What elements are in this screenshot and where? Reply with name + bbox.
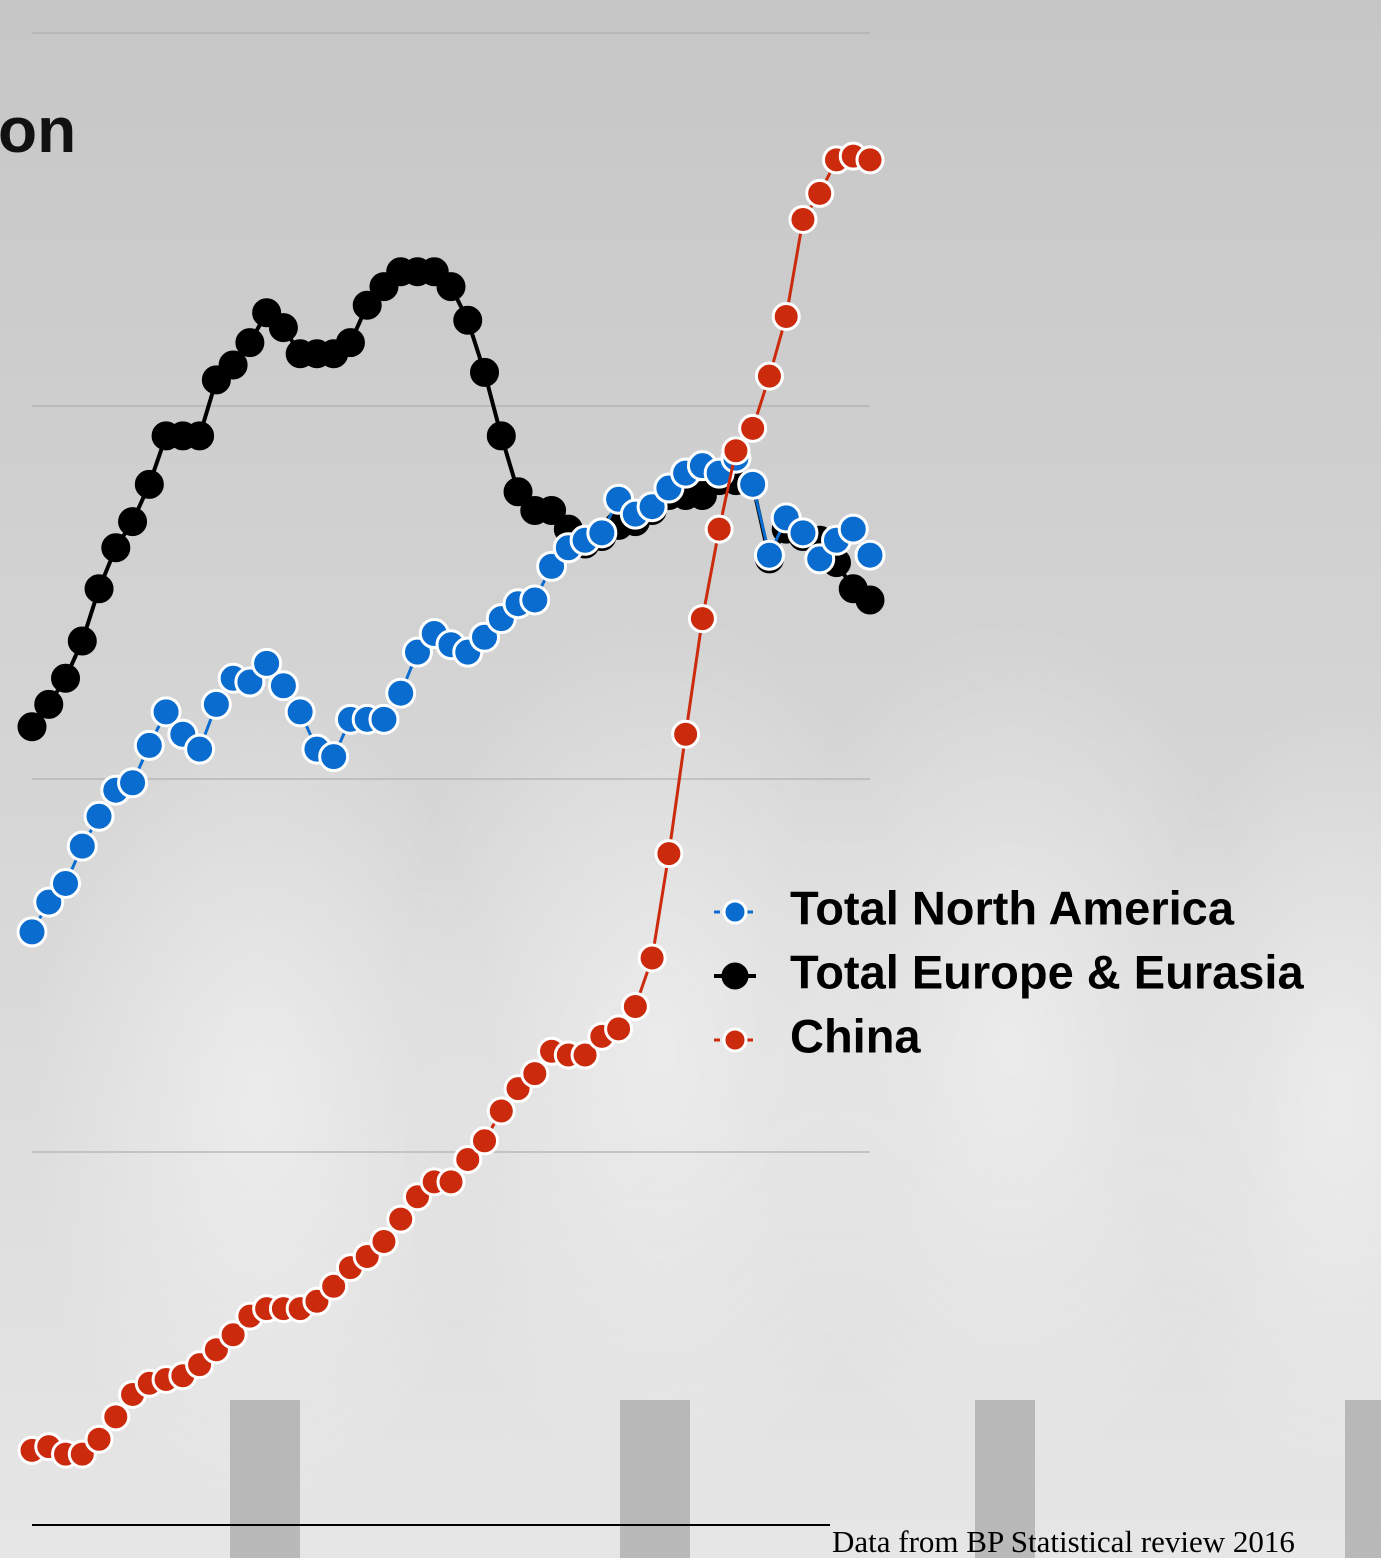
legend-marker: [722, 899, 748, 925]
data-point: [267, 670, 299, 702]
data-point: [738, 413, 768, 443]
data-point: [620, 992, 650, 1022]
data-point: [520, 1059, 550, 1089]
data-point: [150, 696, 182, 728]
data-point: [369, 1227, 399, 1257]
data-point: [503, 477, 533, 507]
legend-label: Total North America: [790, 881, 1235, 934]
data-point: [101, 533, 131, 563]
data-point: [16, 916, 48, 948]
data-point: [101, 1402, 131, 1432]
data-point: [268, 313, 298, 343]
data-point: [218, 1320, 248, 1350]
data-point: [200, 688, 232, 720]
data-point: [319, 1271, 349, 1301]
data-point: [386, 1204, 416, 1234]
data-point: [84, 1424, 114, 1454]
data-point: [67, 626, 97, 656]
source-note: Data from BP Statistical review 2016: [832, 1524, 1295, 1558]
data-point: [687, 604, 717, 634]
data-point: [671, 719, 701, 749]
data-point: [385, 677, 417, 709]
data-point: [218, 350, 248, 380]
data-point: [805, 178, 835, 208]
data-point: [184, 733, 216, 765]
legend-marker: [721, 962, 749, 990]
data-point: [84, 574, 114, 604]
data-point: [318, 741, 350, 773]
data-point: [368, 703, 400, 735]
data-point: [771, 301, 801, 331]
data-point: [83, 800, 115, 832]
data-point: [721, 436, 751, 466]
data-point: [586, 517, 618, 549]
data-point: [453, 305, 483, 335]
data-point: [335, 328, 365, 358]
data-point: [704, 514, 734, 544]
data-point: [34, 689, 64, 719]
data-point: [604, 1014, 634, 1044]
data-point: [737, 468, 769, 500]
data-point: [352, 290, 382, 320]
series: [17, 141, 885, 1469]
legend-label: Total Europe & Eurasia: [790, 945, 1304, 998]
data-point: [637, 943, 667, 973]
data-point: [855, 585, 885, 615]
data-point: [453, 1144, 483, 1174]
data-point: [654, 839, 684, 869]
data-point: [788, 205, 818, 234]
data-point: [854, 539, 886, 571]
data-point: [284, 696, 316, 728]
data-point: [486, 1096, 516, 1126]
data-point: [133, 729, 165, 761]
data-point: [185, 421, 215, 451]
data-point: [855, 145, 885, 175]
data-point: [537, 495, 567, 525]
data-point: [134, 469, 164, 499]
data-point: [470, 1126, 500, 1156]
data-point: [251, 647, 283, 679]
data-point: [50, 867, 82, 899]
background-smoke: [30, 610, 1381, 1558]
data-point: [787, 517, 819, 549]
data-point: [118, 507, 148, 537]
data-point: [486, 421, 516, 451]
data-point: [51, 663, 81, 693]
data-point: [754, 361, 784, 391]
legend-marker: [722, 1027, 748, 1053]
data-point: [753, 539, 785, 571]
data-point: [66, 830, 98, 862]
data-point: [837, 513, 869, 545]
series: [16, 442, 886, 948]
data-point: [470, 357, 500, 387]
data-point: [570, 1040, 600, 1070]
data-point: [17, 712, 47, 742]
data-point: [519, 584, 551, 616]
data-point: [235, 328, 265, 358]
data-point: [117, 767, 149, 799]
data-point: [436, 272, 466, 302]
legend-label: China: [790, 1009, 921, 1062]
data-point: [436, 1167, 466, 1197]
chart-title: on: [0, 94, 76, 166]
